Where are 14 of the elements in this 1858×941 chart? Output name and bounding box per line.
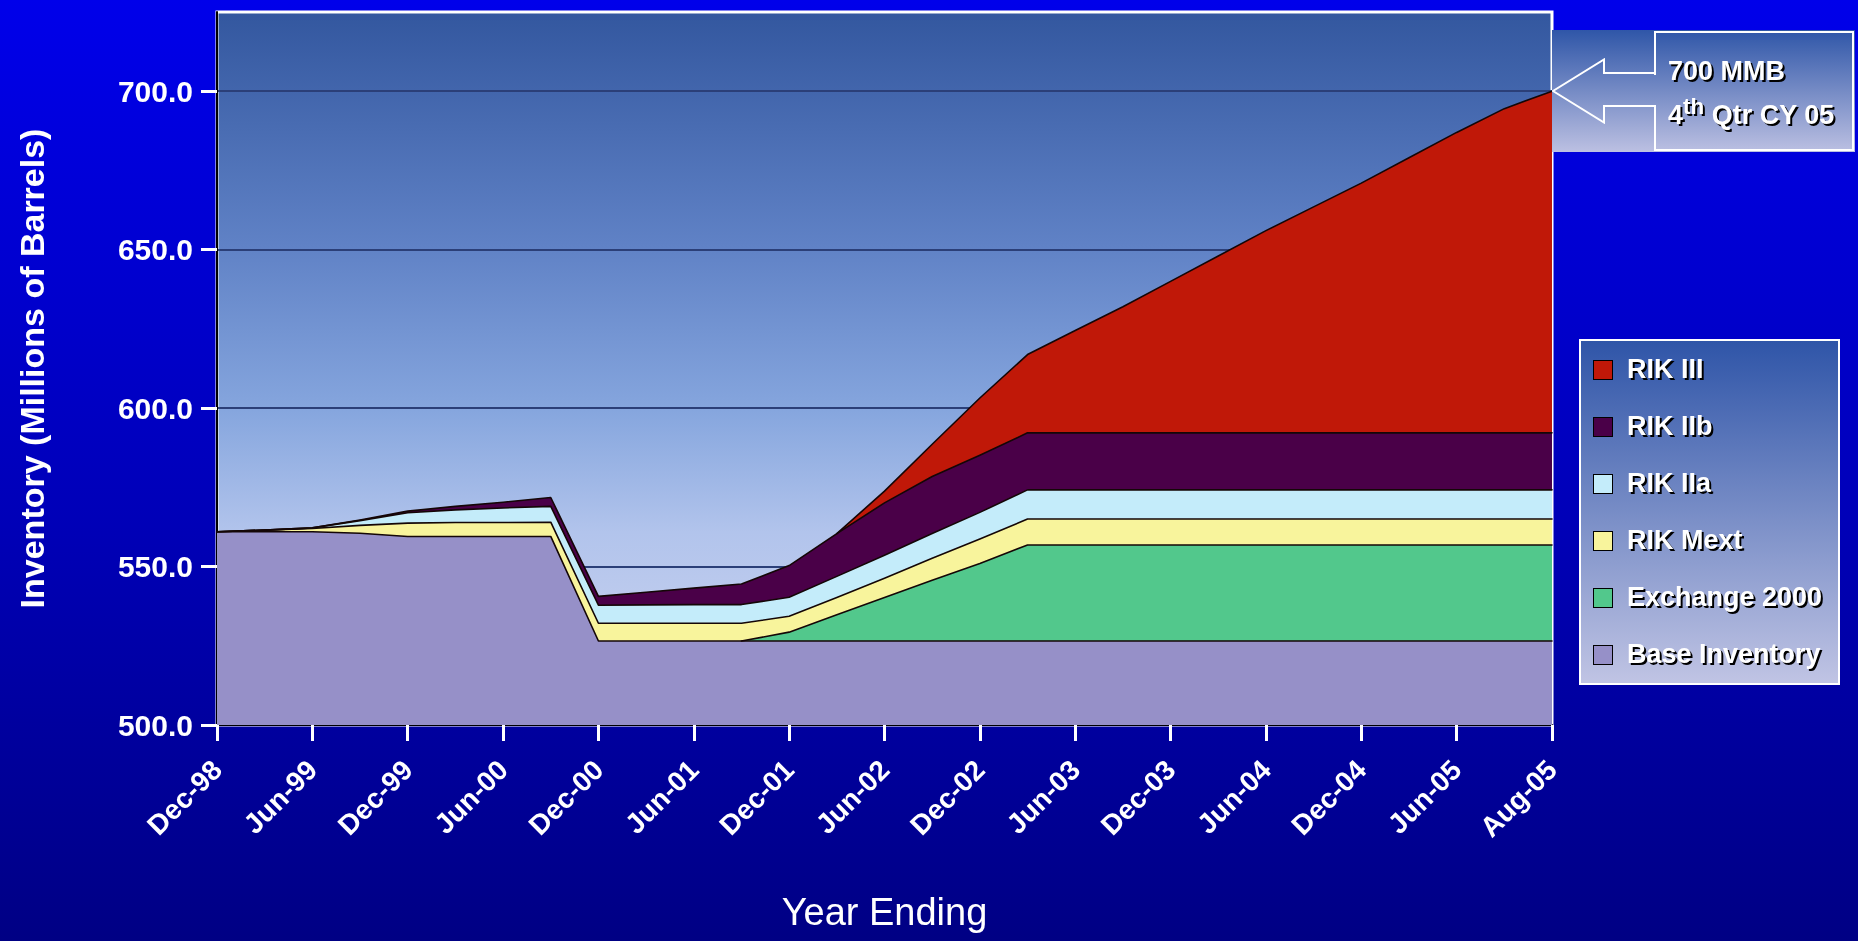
y-tick-label: 700.0	[117, 74, 193, 108]
legend-label: Exchange 2000	[1627, 582, 1823, 613]
text: Base Inventory	[1627, 639, 1821, 670]
legend-label: RIK IIb	[1627, 411, 1713, 442]
x-axis-title: Year Ending	[781, 891, 988, 933]
legend-label: RIK III	[1627, 354, 1704, 385]
legend-label: RIK Mext	[1627, 525, 1743, 556]
y-tick-label: 550.0	[117, 550, 193, 584]
y-tick-label: 650.0	[117, 233, 193, 267]
text: 700 MMB 4$^{th}$ Qtr CY 05	[1668, 55, 1835, 132]
y-tick-label: 600.0	[117, 391, 193, 425]
y-tick-label: 500.0	[117, 708, 193, 742]
legend-label: RIK IIa	[1627, 468, 1712, 499]
y-axis-title: Inventory (Millions of Barrels)	[13, 128, 51, 609]
